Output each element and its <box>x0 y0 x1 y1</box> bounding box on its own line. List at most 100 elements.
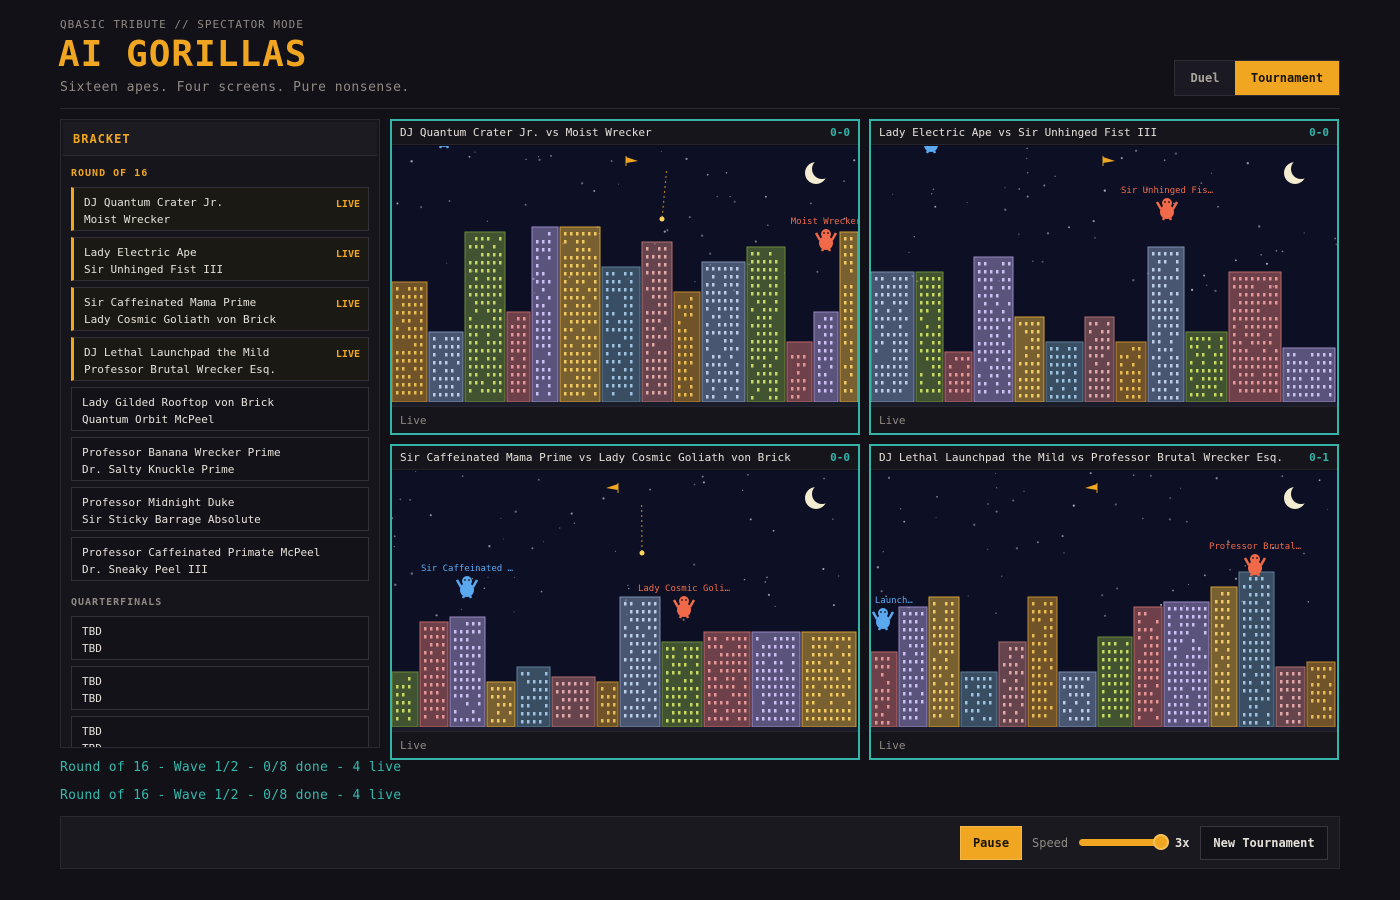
building <box>898 606 928 728</box>
screen-title: Sir Caffeinated Mama Prime vs Lady Cosmi… <box>400 451 791 464</box>
gorilla-label: Moist Wrecker <box>791 217 858 227</box>
speed-slider-thumb[interactable] <box>1153 834 1169 850</box>
star <box>682 618 685 621</box>
match-player-2: Dr. Sneaky Peel III <box>82 563 208 576</box>
bracket-match[interactable]: Lady Gilded Rooftop von Brick Quantum Or… <box>71 387 369 431</box>
match-player-2: Dr. Salty Knuckle Prime <box>82 463 235 476</box>
star <box>550 155 552 157</box>
star <box>570 512 573 515</box>
star <box>725 171 728 174</box>
match-screen[interactable]: DJ Quantum Crater Jr. vs Moist Wrecker 0… <box>390 119 860 435</box>
star <box>1163 159 1166 162</box>
bracket-match[interactable]: Professor Banana Wrecker Prime Dr. Salty… <box>71 437 369 481</box>
bracket-match[interactable]: Professor Midnight Duke Sir Sticky Barra… <box>71 487 369 531</box>
live-badge: LIVE <box>335 299 360 310</box>
skyline-scene: hal Launch… Professor Brutal… <box>871 471 1337 733</box>
mode-toggle: Duel Tournament <box>1174 60 1340 96</box>
live-badge: LIVE <box>335 199 360 210</box>
star <box>835 223 837 225</box>
star <box>995 486 998 489</box>
star <box>880 590 883 593</box>
star <box>396 202 399 205</box>
match-player-2: Moist Wrecker <box>84 213 171 226</box>
match-player-2: Professor Brutal Wrecker Esq. <box>84 363 277 376</box>
star <box>1094 237 1096 239</box>
star <box>1335 243 1337 246</box>
star <box>1179 487 1182 489</box>
live-badge: LIVE <box>335 249 360 260</box>
speed-label: Speed <box>1032 836 1069 850</box>
star <box>627 584 629 587</box>
bracket-match[interactable]: Professor Caffeinated Primate McPeel Dr.… <box>71 537 369 581</box>
star <box>1275 249 1278 252</box>
match-screen[interactable]: Sir Caffeinated Mama Prime vs Lady Cosmi… <box>390 444 860 760</box>
star <box>688 216 691 219</box>
star <box>525 158 527 161</box>
building <box>1228 271 1282 403</box>
star <box>419 205 423 209</box>
star <box>1114 503 1117 506</box>
star <box>706 173 709 176</box>
building <box>486 681 516 728</box>
screen-status: Live <box>871 406 1337 433</box>
building <box>801 631 857 728</box>
star <box>995 612 997 614</box>
bracket-match[interactable]: DJ Quantum Crater Jr. Moist Wrecker LIVE <box>71 187 369 231</box>
star <box>610 160 613 162</box>
star <box>876 566 880 569</box>
game-canvas[interactable]: DJ Quantum Crate…Moist Wrecker <box>392 146 858 408</box>
gorilla-icon <box>672 596 696 619</box>
building <box>871 271 915 403</box>
match-player-2: TBD <box>82 740 358 747</box>
pause-button[interactable]: Pause <box>960 826 1022 860</box>
bracket-match[interactable]: DJ Lethal Launchpad the Mild Professor B… <box>71 337 369 381</box>
star <box>693 483 696 486</box>
mode-tournament-button[interactable]: Tournament <box>1235 61 1339 95</box>
new-tournament-button[interactable]: New Tournament <box>1200 826 1328 860</box>
star <box>908 251 910 253</box>
screen-score: 0-0 <box>830 451 850 464</box>
star <box>741 489 744 492</box>
match-player-1: Professor Midnight Duke <box>82 496 235 509</box>
speed-slider-fill <box>1079 839 1161 846</box>
star <box>1190 288 1194 292</box>
star <box>393 535 396 538</box>
bracket-match[interactable]: Sir Caffeinated Mama Prime Lady Cosmic G… <box>71 287 369 331</box>
mode-duel-button[interactable]: Duel <box>1190 71 1220 85</box>
bracket-match[interactable]: TBD TBD <box>71 666 369 710</box>
star <box>540 590 543 593</box>
gorilla-label: hal Launch… <box>871 596 913 606</box>
building <box>1147 246 1185 403</box>
bracket-match[interactable]: TBD TBD <box>71 616 369 660</box>
star <box>853 159 856 162</box>
star <box>885 595 887 598</box>
match-player-1: TBD <box>82 625 102 638</box>
star <box>1173 202 1175 205</box>
star <box>666 229 669 232</box>
building <box>915 271 944 403</box>
building <box>1185 331 1228 403</box>
speed-slider[interactable] <box>1079 834 1169 850</box>
match-player-2: Sir Sticky Barrage Absolute <box>82 513 261 526</box>
star <box>967 595 969 597</box>
building <box>1045 341 1084 403</box>
star <box>832 518 834 520</box>
star <box>660 150 662 152</box>
game-canvas[interactable]: Sir Caffeinated … Lady Cosmic Goli… <box>392 471 858 733</box>
star <box>410 572 414 575</box>
bracket-panel[interactable]: BRACKET ROUND OF 16 DJ Quantum Crater Jr… <box>60 119 380 748</box>
game-canvas[interactable]: hal Launch… Professor Brutal… <box>871 471 1337 733</box>
star <box>764 195 767 198</box>
match-player-2: Quantum Orbit McPeel <box>82 413 215 426</box>
building <box>428 331 464 403</box>
star <box>1281 475 1284 477</box>
star <box>393 545 396 548</box>
bracket-match[interactable]: TBD TBD <box>71 716 369 747</box>
match-screen[interactable]: DJ Lethal Launchpad the Mild vs Professo… <box>869 444 1339 760</box>
bracket-match[interactable]: Lady Electric Ape Sir Unhinged Fist III … <box>71 237 369 281</box>
star <box>899 508 902 510</box>
building <box>928 596 960 728</box>
match-screen[interactable]: Lady Electric Ape vs Sir Unhinged Fist I… <box>869 119 1339 435</box>
star <box>1001 575 1003 577</box>
